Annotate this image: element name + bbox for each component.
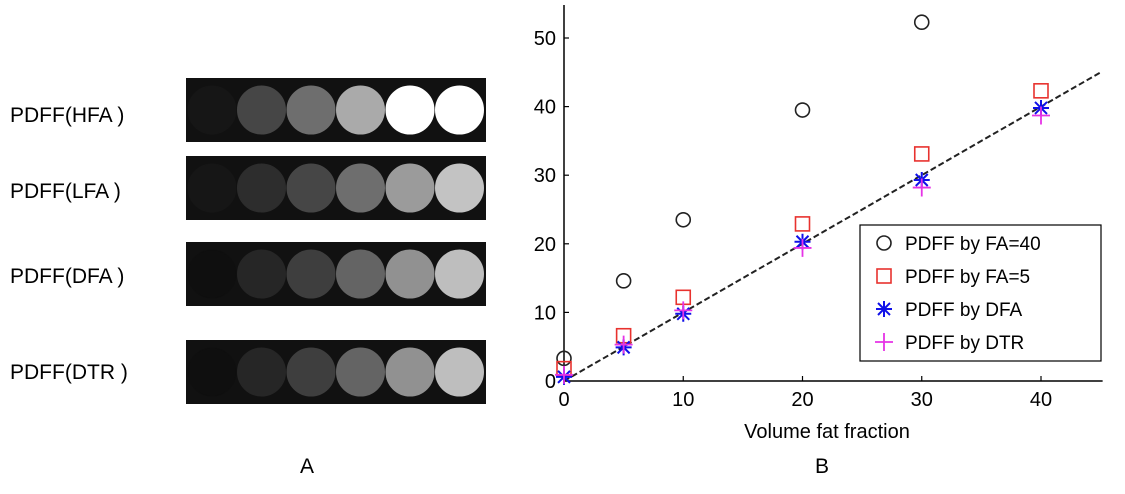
data-point-series-1 <box>913 14 930 31</box>
phantom-vial-6 <box>435 249 484 299</box>
y-tick-label: 20 <box>534 234 556 256</box>
row-label-lfa: PDFF(LFA ) <box>10 180 121 203</box>
legend-box <box>859 224 1102 362</box>
phantom-vial-5 <box>385 163 435 213</box>
data-point-series-1 <box>615 273 632 289</box>
y-tick-label: 10 <box>534 302 556 324</box>
data-point-series-4 <box>793 238 812 257</box>
y-tick-label: 30 <box>534 165 556 187</box>
data-point-series-2 <box>794 216 811 232</box>
phantom-strip-hfa <box>186 78 486 142</box>
x-tick-label: 10 <box>672 389 694 411</box>
legend-marker-2 <box>876 268 892 284</box>
data-point-series-2 <box>1033 83 1049 99</box>
legend-marker-4 <box>875 333 893 351</box>
x-tick-label: 0 <box>558 389 569 411</box>
phantom-vial-3 <box>286 347 336 397</box>
row-label-dtr: PDFF(DTR ) <box>10 361 128 384</box>
panel-letter-a: A <box>300 455 315 478</box>
phantom-vial-1 <box>187 85 237 135</box>
legend-marker-1 <box>876 235 892 251</box>
phantom-vial-4 <box>336 85 385 135</box>
x-tick-label: 30 <box>911 389 933 411</box>
phantom-vial-1 <box>187 347 237 397</box>
phantom-vial-5 <box>385 347 435 397</box>
x-tick-label: 20 <box>791 389 813 411</box>
phantom-vial-4 <box>336 249 385 299</box>
phantom-vial-6 <box>435 163 484 213</box>
row-label-dfa: PDFF(DFA ) <box>10 265 125 288</box>
phantom-vial-2 <box>237 347 286 397</box>
phantom-vial-1 <box>187 249 237 299</box>
y-tick-label: 50 <box>534 28 556 50</box>
row-label-hfa: PDFF(HFA ) <box>10 104 125 127</box>
data-point-series-4 <box>912 178 931 197</box>
y-tick-label: 0 <box>545 371 556 393</box>
phantom-vial-2 <box>237 163 286 213</box>
identity-line <box>563 71 1102 382</box>
phantom-vial-6 <box>435 85 484 135</box>
legend-entry-label: PDFF by FA=5 <box>905 267 1030 288</box>
data-point-series-4 <box>555 365 573 384</box>
chart-axes: 0 10 20 30 40 50 0 10 20 30 40 <box>534 5 1103 411</box>
phantom-vial-2 <box>237 85 286 135</box>
data-point-series-4 <box>1032 106 1050 125</box>
phantom-image-panel: PDFF(HFA ) PDFF(LFA ) PDFF(DFA ) PDFF(DT… <box>0 0 520 494</box>
data-point-series-4 <box>614 335 633 354</box>
phantom-vial-4 <box>336 347 385 397</box>
legend-marker-3 <box>876 301 892 317</box>
x-axis-label: Volume fat fraction <box>744 421 910 443</box>
phantom-vial-3 <box>286 163 336 213</box>
phantom-vial-3 <box>286 85 336 135</box>
phantom-vial-4 <box>336 163 385 213</box>
phantom-vial-2 <box>237 249 286 299</box>
phantom-vial-5 <box>385 249 435 299</box>
data-point-series-1 <box>675 211 692 228</box>
chart-legend: PDFF by FA=40 PDFF by FA=5 PDFF by DFA PDFF… <box>859 224 1102 362</box>
data-point-series-1 <box>794 102 811 118</box>
x-tick-label: 40 <box>1030 389 1052 411</box>
phantom-strip-dfa <box>186 242 486 306</box>
phantom-strip-dtr <box>186 340 486 404</box>
phantom-strip-lfa <box>186 156 486 220</box>
data-point-series-2 <box>913 146 930 162</box>
phantom-vial-1 <box>187 163 237 213</box>
data-point-series-1 <box>556 350 572 367</box>
data-points <box>555 14 1050 385</box>
panel-letter-b: B <box>815 455 830 478</box>
legend-entry-label: PDFF by DFA <box>905 300 1023 321</box>
legend-entry-label: PDFF by DTR <box>905 333 1024 354</box>
y-tick-label: 40 <box>534 97 556 119</box>
legend-entry-label: PDFF by FA=40 <box>905 234 1041 255</box>
data-point-series-4 <box>674 301 693 320</box>
phantom-vial-3 <box>286 249 336 299</box>
phantom-vial-5 <box>385 85 435 135</box>
phantom-vial-6 <box>435 347 484 397</box>
